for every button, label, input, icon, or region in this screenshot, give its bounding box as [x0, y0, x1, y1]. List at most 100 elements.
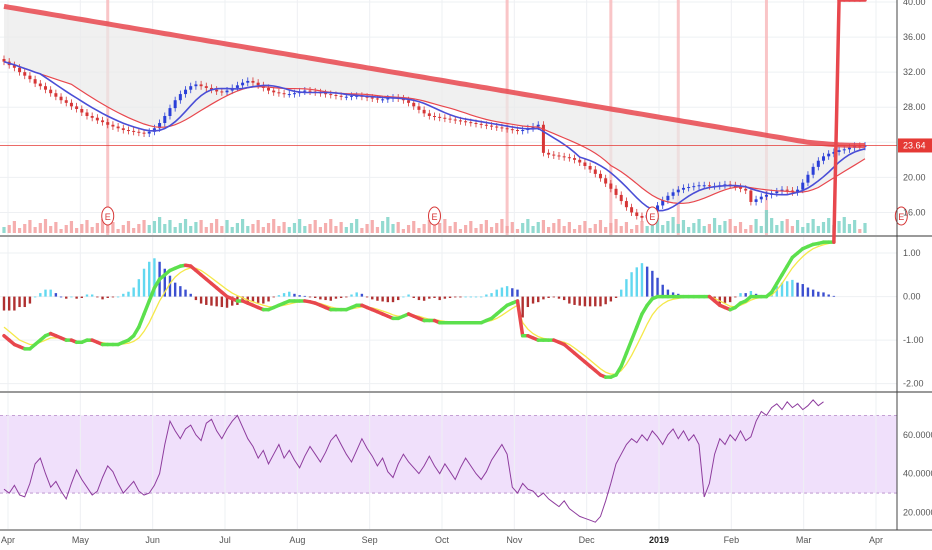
candle-body [541, 124, 545, 153]
volume-bar [401, 229, 405, 233]
macd-hist-bar [365, 296, 369, 298]
volume-bar [282, 222, 286, 233]
earnings-label: E [105, 212, 111, 222]
candle-body [334, 94, 338, 96]
macd-hist-bar [490, 293, 493, 297]
volume-bar [614, 219, 618, 233]
macd-hist-bar [101, 296, 104, 300]
candle-body [521, 130, 525, 132]
ma-cloud [4, 6, 865, 204]
macd-hist-bar [459, 296, 462, 298]
macd-hist-bar [184, 289, 187, 297]
macd-hist-bar [827, 294, 830, 297]
candle-body [95, 117, 99, 121]
ma50-line [3, 61, 866, 205]
candle-body [54, 93, 58, 97]
macd-line-segment [635, 312, 644, 329]
macd-hist-bar [542, 296, 545, 300]
macd-hist-bar [106, 296, 109, 298]
candle-body [80, 108, 84, 113]
time-axis: Apr May Jun Jul Aug Sep Oct Nov Dec 2019 Feb Mar Apr [1, 535, 883, 545]
macd-hist-bar [511, 288, 514, 297]
volume-bar [593, 224, 597, 233]
macd-hist-bar [189, 293, 192, 297]
candle-body [635, 212, 639, 216]
volume-bar [235, 223, 240, 233]
candle-body [178, 94, 182, 101]
volume-bar [474, 228, 478, 233]
macd-hist-bar [464, 296, 467, 298]
volume-bar [521, 223, 525, 233]
candle-body [90, 116, 94, 118]
volume-bar [858, 229, 862, 233]
macd-hist-bar [822, 292, 825, 297]
candle-body [443, 117, 447, 119]
volume-bar [95, 223, 99, 233]
candle-body [375, 98, 379, 100]
candle-body [744, 188, 748, 191]
volume-bar [453, 222, 457, 233]
candle-body [137, 131, 141, 133]
macd-panel: 1.00 0.00 -1.00 -2.00 [0, 0, 924, 391]
macd-hist-bar [194, 296, 198, 301]
volume-bar [443, 219, 447, 233]
volume-bar [448, 226, 452, 233]
volume-bar [598, 220, 603, 233]
macd-hist-bar [671, 292, 675, 297]
volume-bar [681, 220, 686, 233]
earnings-marker [101, 206, 115, 226]
volume-bar [484, 220, 488, 233]
last-price-value: 23.64 [903, 140, 926, 150]
macd-hist-bar [246, 296, 249, 302]
earnings-label: E [431, 212, 437, 222]
rsi-band [0, 415, 897, 494]
time-axis-label: Aug [289, 535, 305, 545]
volume-bar [173, 227, 177, 233]
rsi-line [3, 399, 824, 523]
macd-hist-bar [391, 296, 395, 303]
macd-hist-bar [288, 291, 291, 297]
candle-body [469, 122, 473, 124]
candle-body [806, 174, 810, 183]
candle-body [749, 190, 753, 202]
candle-body [515, 130, 519, 132]
macd-hist-bar [402, 296, 405, 298]
volume-bar [349, 223, 354, 233]
macd-hist-bar [832, 295, 836, 297]
volume-bar [194, 222, 198, 233]
candle-body [386, 98, 390, 100]
macd-hist-bar [75, 296, 78, 299]
volume-bar [438, 223, 442, 233]
volume-bar [215, 219, 219, 233]
event-line [106, 0, 110, 235]
earnings-marker [894, 206, 908, 226]
macd-hist-bar [469, 296, 473, 298]
macd-hist-bar [70, 296, 73, 298]
price-tick-label: 20.00 [903, 172, 926, 182]
volume-bar [567, 222, 571, 233]
candle-body [132, 130, 136, 132]
macd-hist-bar [127, 291, 130, 297]
macd-hist-bar [796, 282, 799, 297]
volume-bar [578, 225, 582, 233]
volume-bar [552, 223, 556, 233]
volume-bar [588, 228, 592, 233]
macd-hist-bar [179, 286, 182, 297]
volume-bar [479, 224, 483, 233]
volume-bar [28, 220, 32, 233]
macd-hist-bar [65, 296, 68, 299]
macd-hist-bar [516, 289, 519, 297]
macd-hist-bar [360, 293, 364, 297]
candle-body [723, 184, 727, 186]
macd-hist-bar [573, 296, 576, 305]
candle-body [49, 89, 53, 94]
volume-bar [308, 224, 312, 233]
volume-bar [531, 226, 535, 233]
macd-hist-bar [18, 296, 21, 308]
candle-body [381, 99, 385, 101]
volume-bar [2, 227, 6, 233]
macd-grid [0, 237, 897, 391]
candle-body [412, 102, 416, 107]
